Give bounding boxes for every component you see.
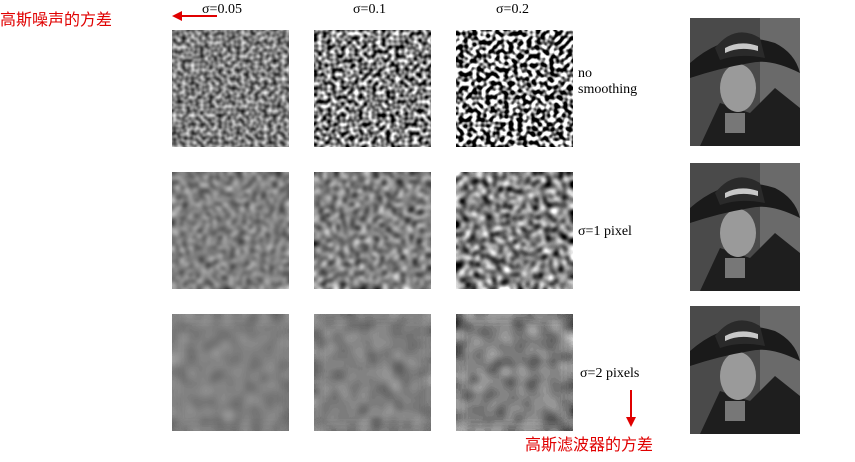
photo	[690, 306, 800, 434]
column-label: σ=0.05	[202, 2, 242, 17]
noise-image	[314, 314, 431, 431]
noise-image	[172, 30, 289, 147]
noise-image	[456, 172, 573, 289]
noise-image	[456, 314, 573, 431]
noise-image	[314, 30, 431, 147]
arrow-head	[626, 417, 636, 427]
noise-image	[172, 314, 289, 431]
row-label: no smoothing	[578, 66, 638, 97]
row-label: σ=1 pixel	[578, 224, 632, 239]
annotation: 高斯滤波器的方差	[525, 435, 654, 454]
noise-image	[314, 172, 431, 289]
noise-image	[456, 30, 573, 147]
arrow-head	[172, 11, 182, 21]
row-label: σ=2 pixels	[580, 366, 640, 381]
photo	[690, 18, 800, 146]
column-label: σ=0.1	[353, 2, 386, 17]
annotation: 高斯噪声的方差	[0, 10, 113, 29]
noise-image	[172, 172, 289, 289]
column-label: σ=0.2	[496, 2, 529, 17]
photo	[690, 163, 800, 291]
